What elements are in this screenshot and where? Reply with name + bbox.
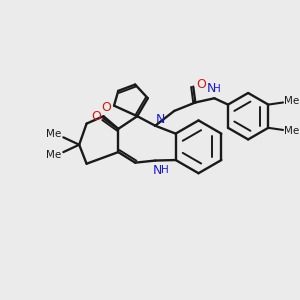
Text: Me: Me bbox=[284, 96, 299, 106]
Text: Me: Me bbox=[46, 129, 62, 139]
Text: H: H bbox=[161, 165, 169, 175]
Text: N: N bbox=[153, 164, 162, 177]
Text: N: N bbox=[206, 82, 216, 95]
Text: O: O bbox=[91, 110, 101, 123]
Text: H: H bbox=[213, 84, 220, 94]
Text: O: O bbox=[197, 78, 207, 91]
Text: O: O bbox=[102, 101, 112, 114]
Text: N: N bbox=[156, 113, 165, 126]
Text: Me: Me bbox=[284, 126, 299, 136]
Text: Me: Me bbox=[46, 150, 62, 160]
